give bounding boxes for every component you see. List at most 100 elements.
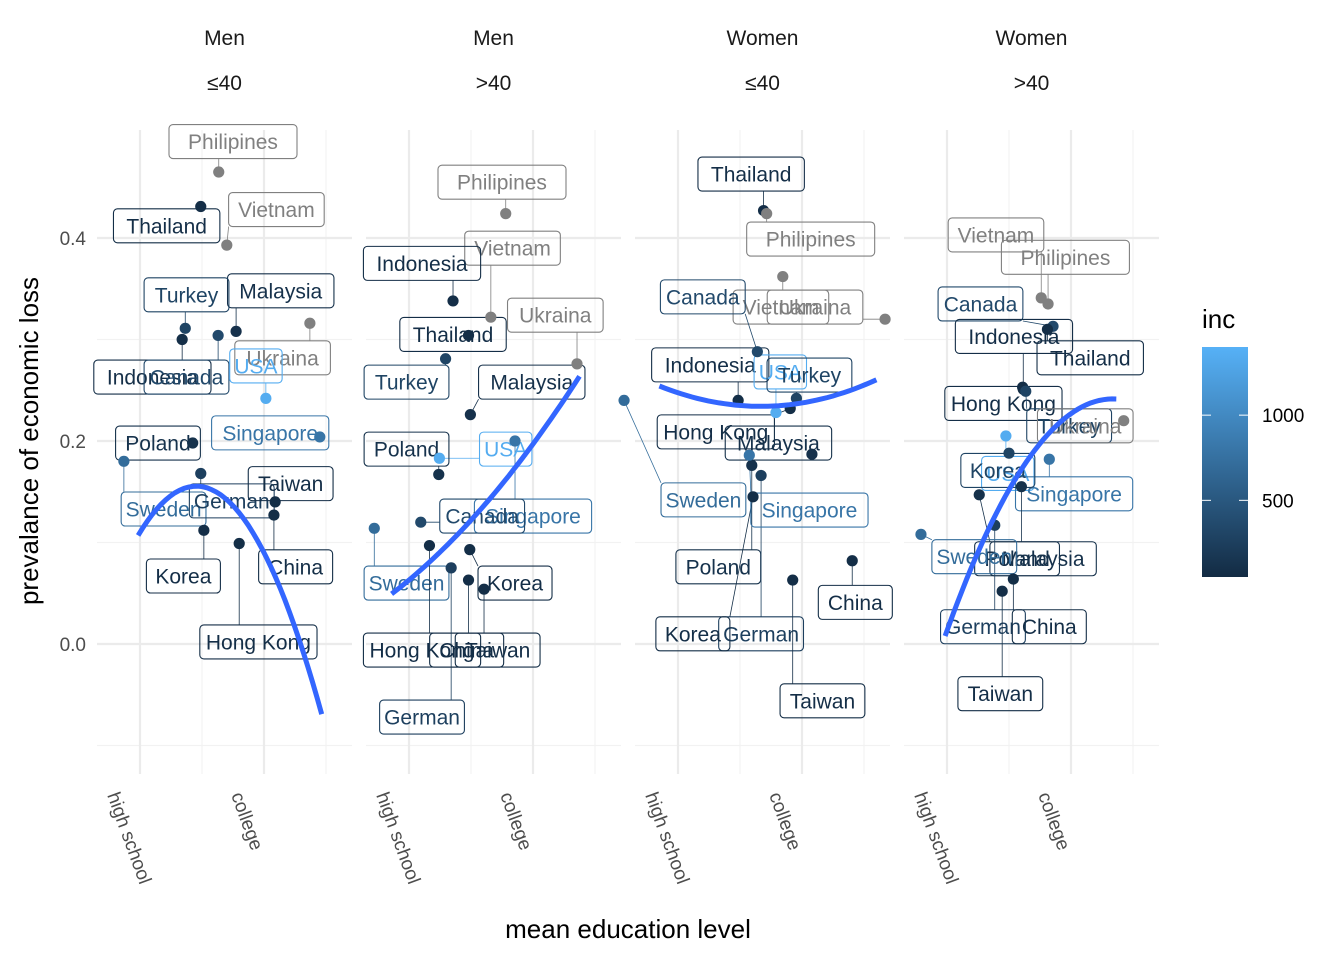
data-point bbox=[618, 394, 630, 406]
point-label-text: Sweden bbox=[665, 489, 741, 512]
point-label-box bbox=[766, 289, 864, 325]
x-tick-label: high school bbox=[371, 790, 424, 888]
data-point bbox=[1043, 453, 1055, 465]
y-axis-title: prevalance of economic loss bbox=[14, 277, 44, 605]
point-label: German bbox=[379, 699, 465, 735]
point-label: Malaysia bbox=[724, 425, 833, 461]
point-label: Canada bbox=[659, 279, 746, 315]
point-label-box bbox=[944, 385, 1063, 421]
point-label-box bbox=[753, 354, 808, 390]
strip-label-age: ≤40 bbox=[745, 72, 780, 95]
strip-label-age: >40 bbox=[476, 72, 512, 95]
data-point bbox=[368, 522, 380, 534]
point-label-text: Philipines bbox=[188, 131, 278, 154]
point-label: German bbox=[718, 616, 805, 652]
data-point bbox=[464, 409, 476, 421]
data-point bbox=[879, 313, 891, 325]
y-tick-label: 0.0 bbox=[60, 635, 86, 656]
point-label-text: China bbox=[1022, 616, 1077, 639]
data-point bbox=[230, 325, 242, 337]
point-label-text: China bbox=[828, 592, 883, 615]
smooth-line bbox=[135, 483, 325, 715]
point-label-box bbox=[379, 699, 465, 735]
point-label-box bbox=[258, 549, 334, 585]
point-label-text: Canada bbox=[666, 286, 740, 309]
point-label: Turkey bbox=[363, 364, 450, 400]
data-point bbox=[485, 311, 497, 323]
point-label: Vietnam bbox=[947, 217, 1045, 253]
point-label-box bbox=[437, 164, 567, 200]
point-label-box bbox=[779, 683, 866, 719]
x-tick-label: high school bbox=[640, 790, 693, 888]
data-point bbox=[1000, 430, 1012, 442]
data-point bbox=[755, 469, 767, 482]
point-label: Hong Kong bbox=[656, 414, 775, 450]
point-label: Hong Kong bbox=[199, 624, 318, 660]
point-label: Korea bbox=[477, 565, 553, 601]
data-point bbox=[1041, 323, 1054, 335]
point-label-box bbox=[1011, 609, 1087, 645]
point-label: Philipines bbox=[168, 124, 298, 160]
point-label-box bbox=[439, 498, 526, 534]
data-point bbox=[212, 329, 224, 342]
data-point bbox=[500, 208, 512, 220]
point-label-text: Korea bbox=[970, 460, 1026, 483]
data-point bbox=[846, 555, 858, 567]
point-label: Philipines bbox=[746, 221, 876, 257]
label-connector bbox=[744, 313, 758, 352]
point-label-box bbox=[115, 425, 201, 461]
data-point bbox=[233, 537, 245, 550]
point-label: Sweden bbox=[120, 491, 207, 527]
data-point bbox=[415, 516, 427, 528]
label-connector bbox=[623, 400, 662, 484]
point-label-text: Singapore bbox=[222, 422, 318, 445]
point-label-box bbox=[659, 279, 746, 315]
data-point bbox=[433, 468, 445, 481]
point-label-box bbox=[766, 357, 853, 393]
point-label-box bbox=[724, 425, 833, 461]
data-point bbox=[269, 496, 281, 508]
data-point bbox=[447, 295, 459, 307]
point-label-box bbox=[211, 415, 330, 451]
point-label-text: Taiwan bbox=[465, 640, 530, 663]
point-label-text: Poland bbox=[125, 433, 190, 456]
point-label-text: Turkey bbox=[778, 365, 842, 388]
data-point bbox=[571, 358, 583, 370]
point-label-box bbox=[931, 539, 1018, 575]
point-label-text: Taiwan bbox=[968, 683, 1033, 706]
point-label-box bbox=[363, 565, 450, 601]
label-layer: Philipines Thailand Vietnam Malaysia Turkey I… bbox=[93, 124, 335, 660]
point-label-text: Vietnam bbox=[958, 224, 1035, 247]
point-label-text: German bbox=[945, 616, 1021, 639]
point-label: Hong Kong bbox=[944, 385, 1063, 421]
point-label-box bbox=[362, 245, 482, 281]
point-label-text: Indonesia bbox=[107, 367, 198, 390]
strip-label-age: >40 bbox=[1014, 72, 1050, 95]
point-label-text: Hong Kong bbox=[663, 421, 768, 444]
point-label-text: Poland bbox=[686, 556, 751, 579]
point-label: Poland bbox=[675, 549, 762, 585]
point-label: Canada bbox=[143, 359, 230, 395]
point-label-box bbox=[228, 192, 325, 228]
point-label-text: Malaysia bbox=[1002, 548, 1085, 571]
point-label-box bbox=[817, 584, 893, 620]
panel-3: Women ≤40 high school college Thailand Philip… bbox=[618, 27, 893, 888]
point-label-box bbox=[957, 676, 1044, 712]
point-label-text: Malaysia bbox=[490, 372, 573, 395]
data-point bbox=[179, 322, 191, 334]
point-label-box bbox=[1036, 408, 1134, 444]
strip-label-sex: Women bbox=[727, 27, 799, 50]
point-label: Singapore bbox=[750, 492, 869, 528]
point-label: Ukraina bbox=[766, 289, 864, 325]
point-label-text: Indonesia bbox=[376, 253, 467, 276]
point-layer bbox=[368, 208, 583, 595]
point-label: Turkey bbox=[766, 357, 853, 393]
point-label-box bbox=[750, 492, 869, 528]
point-label-text: Malaysia bbox=[737, 433, 820, 456]
point-label: Ukraina bbox=[506, 297, 604, 333]
smooth-line bbox=[942, 396, 1117, 637]
point-label: Thailand bbox=[1036, 340, 1144, 376]
point-label-text: Thailand bbox=[1050, 347, 1131, 370]
point-label-text: Korea bbox=[665, 623, 721, 646]
data-point bbox=[751, 346, 763, 358]
